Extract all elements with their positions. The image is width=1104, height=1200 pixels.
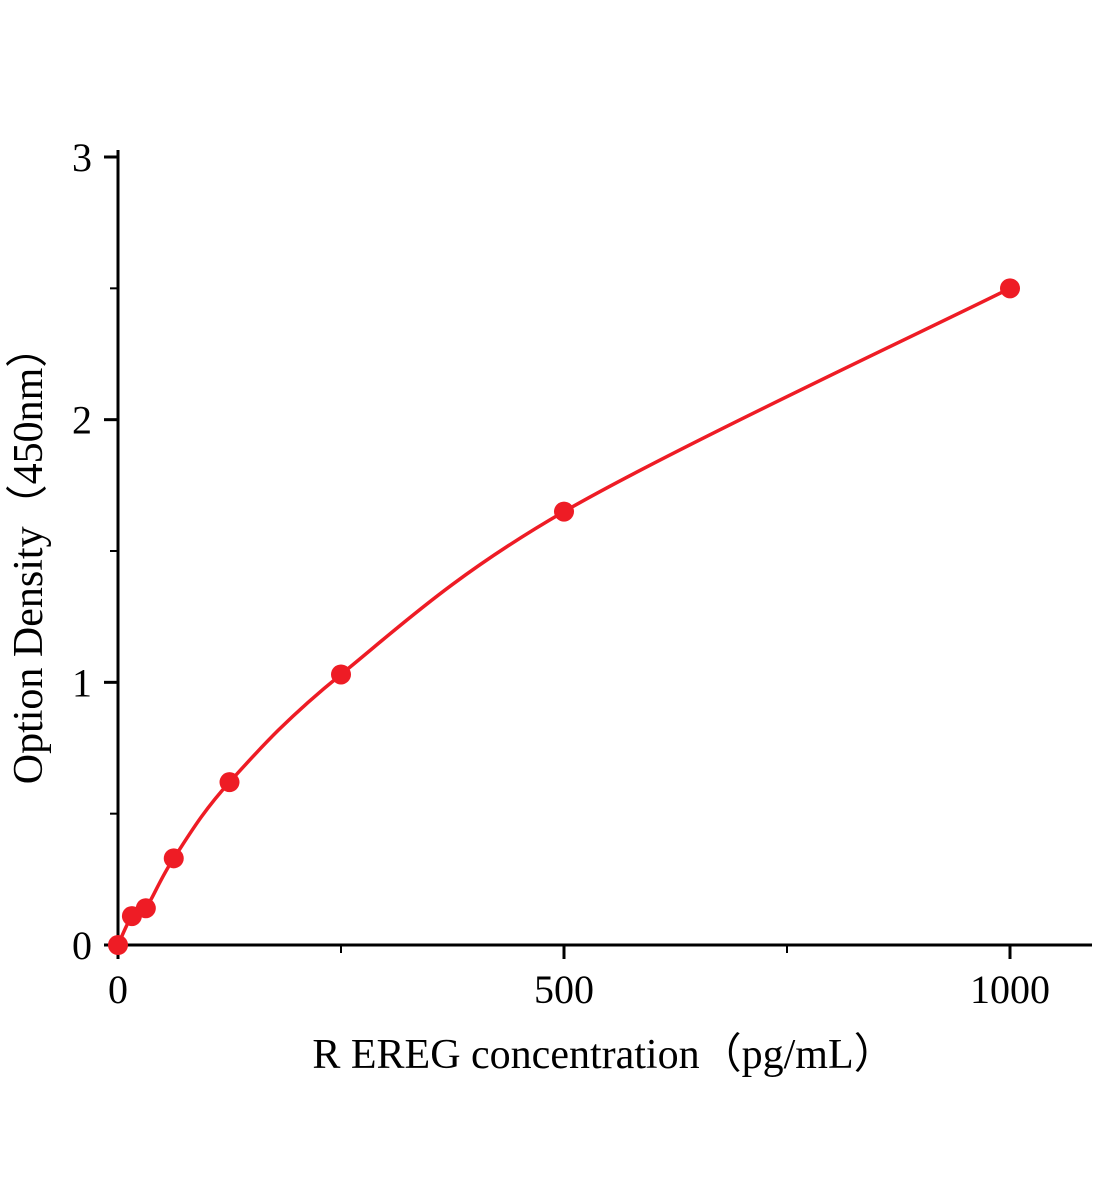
data-point xyxy=(1000,278,1020,299)
data-point xyxy=(219,772,240,793)
data-series-layer xyxy=(108,278,1020,955)
standard-curve-line xyxy=(116,286,1012,947)
data-point xyxy=(554,501,574,522)
axes-layer: 0 500 1000 0 1 2 3 xyxy=(72,135,1092,1012)
data-point xyxy=(108,935,128,955)
y-tick-label: 1 xyxy=(72,660,92,705)
y-tick-label: 3 xyxy=(72,135,92,180)
x-tick-label: 1000 xyxy=(970,967,1050,1012)
y-tick-label: 0 xyxy=(72,923,92,968)
data-point xyxy=(163,848,184,869)
axis-spine xyxy=(116,150,1092,947)
data-point xyxy=(135,898,156,919)
data-point xyxy=(331,664,351,685)
x-tick-label: 0 xyxy=(108,967,128,1012)
x-axis-label: R EREG concentration（pg/mL） xyxy=(312,1032,895,1078)
y-axis-label: Option Density（450nm） xyxy=(6,326,52,785)
x-tick-label: 500 xyxy=(534,967,594,1012)
y-tick-label: 2 xyxy=(72,398,92,443)
